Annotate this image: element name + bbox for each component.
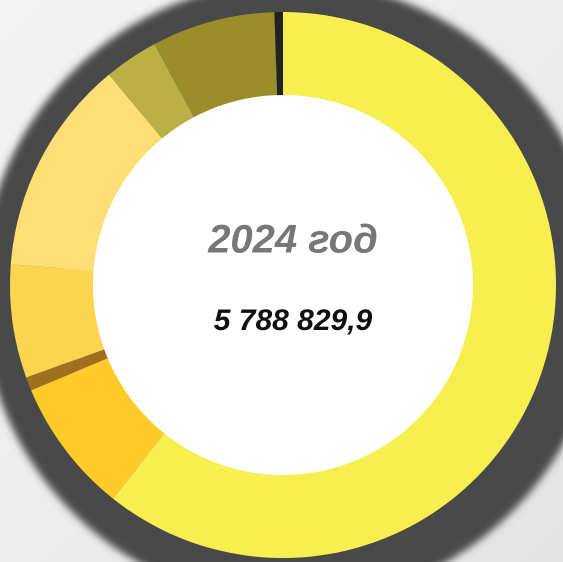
donut-segment	[10, 74, 164, 271]
chart-title: 2024 год	[207, 218, 378, 262]
ring	[9, 12, 556, 558]
total-label: 5 788 829,9	[214, 304, 373, 337]
donut-segment	[108, 44, 195, 141]
donut-segment	[26, 348, 110, 391]
donut-segment	[9, 264, 107, 378]
donut-segment	[154, 12, 278, 120]
donut-segment	[274, 12, 283, 98]
center-hole	[93, 95, 473, 475]
donut-segment	[31, 357, 166, 499]
donut-segment	[112, 12, 556, 558]
